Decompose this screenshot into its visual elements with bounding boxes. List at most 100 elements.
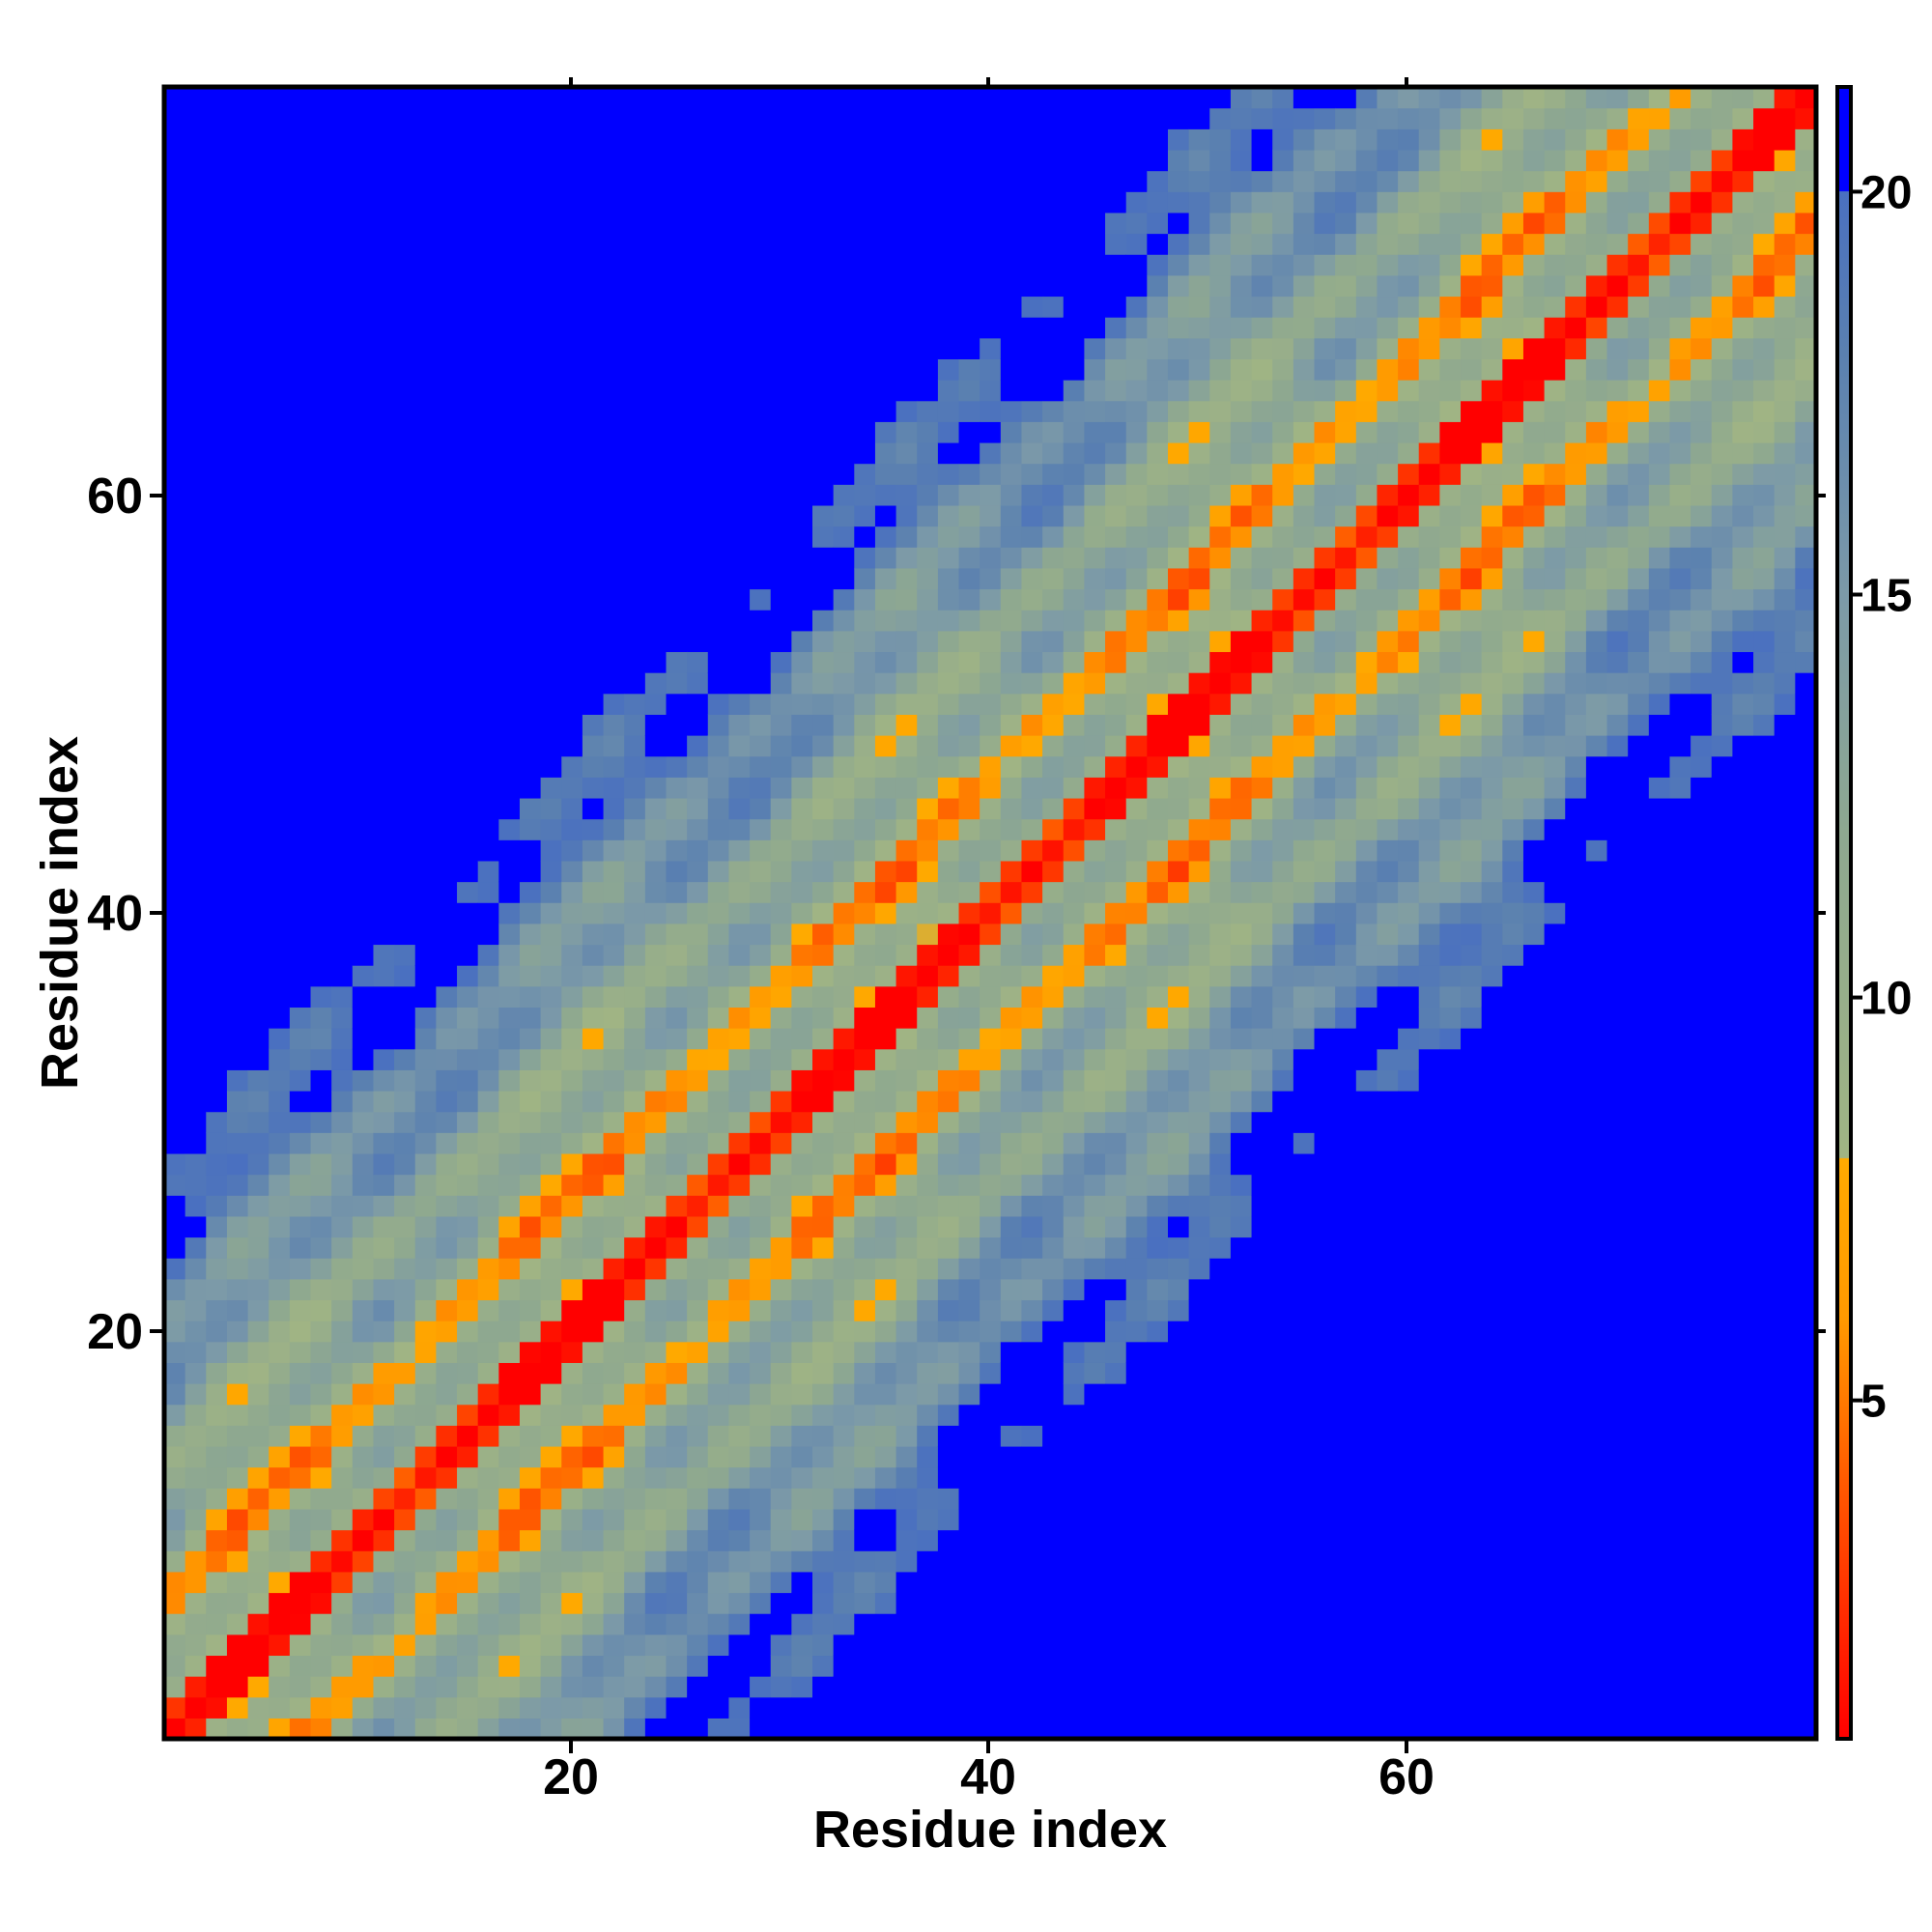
heatmap-cell [1377, 1195, 1399, 1217]
heatmap-cell [1335, 337, 1357, 359]
heatmap-cell [980, 1466, 1002, 1489]
heatmap-cell [1377, 1425, 1399, 1447]
heatmap-cell [1251, 1278, 1273, 1301]
heatmap-cell [1042, 881, 1065, 903]
heatmap-cell [206, 441, 228, 465]
heatmap-cell [937, 107, 960, 129]
heatmap-cell [1461, 1215, 1483, 1238]
heatmap-cell [1125, 1550, 1148, 1573]
heatmap-cell [226, 1634, 249, 1657]
heatmap-cell [206, 630, 228, 653]
heatmap-cell [1147, 1111, 1169, 1133]
heatmap-cell [770, 1718, 792, 1740]
heatmap-cell [1335, 400, 1357, 422]
heatmap-cell [457, 1718, 479, 1740]
heatmap-cell [666, 107, 688, 129]
heatmap-cell [980, 1321, 1002, 1343]
heatmap-cell [687, 1258, 709, 1280]
heatmap-cell [687, 1676, 709, 1698]
heatmap-cell [457, 860, 479, 883]
heatmap-cell [1355, 1090, 1378, 1113]
heatmap-cell [247, 504, 270, 527]
heatmap-cell [331, 985, 354, 1009]
heatmap-cell [457, 1174, 479, 1196]
heatmap-cell [185, 170, 207, 192]
heatmap-cell [1000, 1676, 1023, 1698]
heatmap-cell [1398, 1718, 1420, 1740]
heatmap-cell [477, 107, 499, 129]
heatmap-cell [1042, 1195, 1065, 1217]
heatmap-cell [394, 1445, 416, 1468]
heatmap-cell [687, 965, 709, 987]
heatmap-cell [895, 714, 918, 736]
heatmap-cell [1439, 1529, 1462, 1551]
heatmap-cell [185, 1299, 207, 1321]
heatmap-cell [937, 1278, 960, 1301]
heatmap-cell [980, 735, 1002, 757]
heatmap-cell [958, 985, 980, 1009]
heatmap-cell [164, 337, 186, 359]
heatmap-cell [1147, 1425, 1169, 1447]
heatmap-cell [874, 1696, 897, 1719]
heatmap-cell [331, 567, 354, 590]
heatmap-cell [561, 944, 583, 966]
heatmap-cell [874, 1321, 897, 1343]
heatmap-cell [1147, 714, 1169, 736]
heatmap-cell [1188, 317, 1210, 339]
heatmap-cell [540, 1592, 562, 1614]
heatmap-cell [1230, 400, 1253, 422]
heatmap-cell [289, 380, 312, 402]
heatmap-cell [247, 1718, 270, 1740]
heatmap-cell [958, 337, 980, 359]
heatmap-cell [561, 630, 583, 653]
heatmap-cell [687, 735, 709, 757]
heatmap-cell [770, 860, 792, 883]
heatmap-cell [498, 818, 521, 840]
heatmap-cell [1335, 944, 1357, 966]
heatmap-cell [687, 1488, 709, 1510]
heatmap-cell [247, 87, 270, 109]
heatmap-cell [666, 1445, 688, 1468]
heatmap-cell [582, 380, 605, 402]
heatmap-cell [1063, 1321, 1086, 1343]
heatmap-cell [1105, 484, 1127, 506]
heatmap-cell [373, 1236, 395, 1259]
heatmap-cell [1418, 818, 1440, 840]
heatmap-cell [1000, 1174, 1023, 1196]
heatmap-cell [436, 860, 458, 883]
heatmap-cell [833, 818, 855, 840]
heatmap-cell [750, 317, 772, 339]
heatmap-cell [582, 965, 605, 987]
heatmap-cell [1272, 128, 1294, 151]
heatmap-cell [373, 400, 395, 422]
heatmap-cell [206, 1718, 228, 1740]
heatmap-cell [707, 1696, 730, 1719]
heatmap-cell [226, 860, 249, 883]
heatmap-cell [436, 421, 458, 443]
heatmap-cell [1272, 1215, 1294, 1238]
heatmap-cell [561, 1676, 583, 1698]
heatmap-cell [707, 504, 730, 527]
heatmap-cell [791, 128, 813, 151]
heatmap-cell [1377, 1048, 1399, 1070]
heatmap-cell [582, 1529, 605, 1551]
heatmap-cell [498, 337, 521, 359]
heatmap-cell [1314, 233, 1336, 255]
heatmap-cell [331, 1655, 354, 1677]
heatmap-cell [457, 441, 479, 465]
heatmap-cell [1167, 400, 1190, 422]
heatmap-cell [519, 1111, 542, 1133]
heatmap-cell [1398, 567, 1420, 590]
heatmap-cell [185, 1069, 207, 1092]
heatmap-cell [1481, 1676, 1503, 1698]
heatmap-cell [833, 1321, 855, 1343]
heatmap-cell [373, 902, 395, 924]
heatmap-cell [791, 1090, 813, 1113]
heatmap-cell [1418, 1383, 1440, 1406]
heatmap-cell [980, 87, 1002, 109]
heatmap-cell [436, 1550, 458, 1573]
heatmap-cell [352, 400, 375, 422]
heatmap-cell [1293, 463, 1316, 485]
heatmap-cell [1209, 358, 1232, 381]
heatmap-cell [185, 358, 207, 381]
